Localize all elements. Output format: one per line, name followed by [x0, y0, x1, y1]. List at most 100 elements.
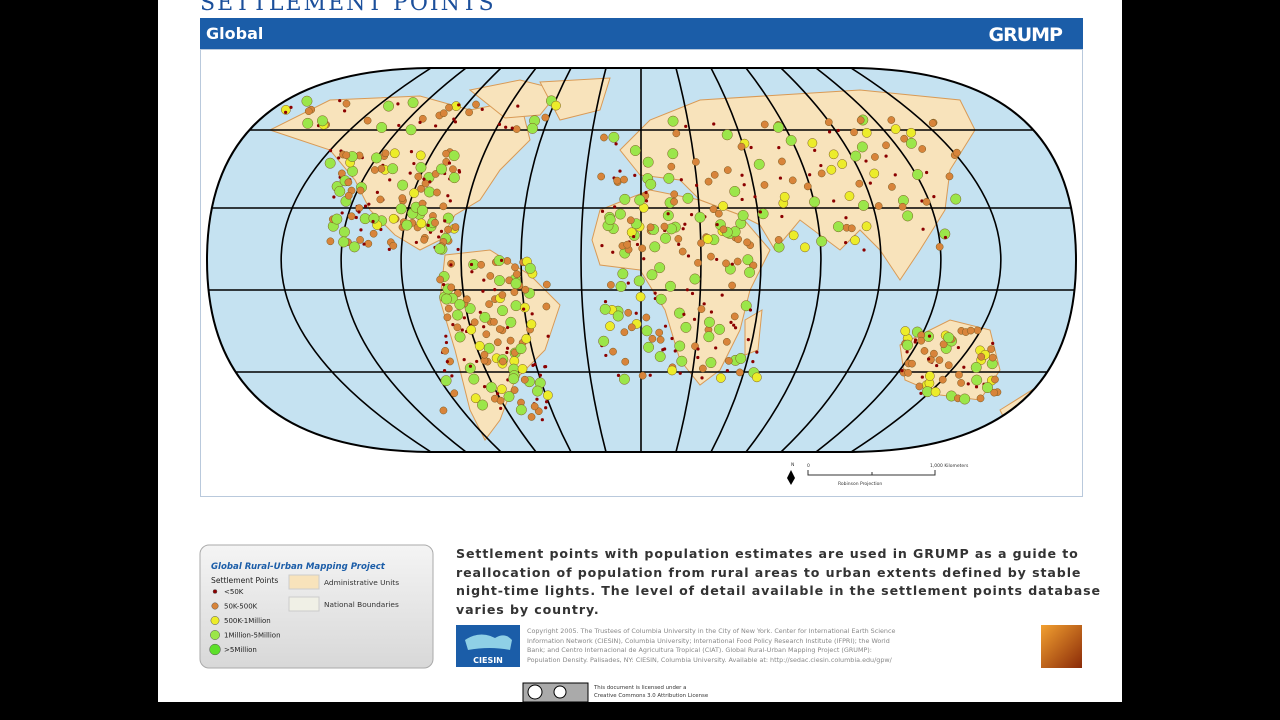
settlement-dot — [681, 227, 685, 231]
settlement-dot — [864, 159, 868, 163]
settlement-dot — [740, 300, 752, 312]
settlement-dot — [444, 304, 453, 313]
settlement-dot — [515, 343, 527, 355]
settlement-dot — [788, 230, 799, 241]
settlement-dot — [607, 281, 615, 289]
settlement-dot — [381, 149, 390, 158]
settlement-dot — [445, 103, 453, 112]
scale-line — [807, 470, 936, 476]
settlement-dot — [597, 172, 606, 181]
settlement-dot — [635, 242, 640, 247]
settlement-dot — [626, 227, 637, 238]
settlement-dot — [826, 164, 837, 175]
credit-line: Information Network (CIESIN), Columbia U… — [527, 636, 890, 645]
settlement-dot — [464, 303, 476, 314]
settlement-dot — [342, 99, 351, 108]
settlement-dot — [614, 142, 618, 146]
settlement-dot — [709, 205, 718, 214]
settlement-dot — [944, 361, 953, 370]
settlement-dot — [520, 302, 530, 313]
settlement-dot — [338, 226, 350, 238]
settlement-dot — [624, 308, 633, 317]
settlement-dot — [604, 214, 616, 226]
settlement-dot — [632, 234, 636, 239]
settlement-dot — [446, 194, 450, 198]
settlement-dot — [442, 369, 447, 373]
settlement-dot — [785, 134, 797, 146]
settlement-dot — [728, 281, 736, 290]
settlement-dot — [649, 241, 661, 253]
legend-label: >5Million — [224, 646, 257, 654]
settlement-dot — [337, 156, 341, 160]
settlement-dot — [752, 372, 762, 383]
settlement-dot — [780, 214, 784, 219]
settlement-dot — [496, 396, 505, 405]
settlement-dot — [495, 325, 504, 333]
settlement-dot — [966, 382, 970, 386]
settlement-dot — [516, 104, 520, 108]
settlement-dot — [735, 368, 744, 377]
meridian — [850, 68, 1002, 452]
north-arrow: N — [791, 462, 794, 468]
settlement-dot — [477, 399, 488, 411]
settlement-dot — [697, 305, 706, 313]
settlement-dot — [420, 235, 428, 244]
settlement-dot — [479, 311, 491, 323]
settlement-dot — [678, 371, 682, 375]
settlement-dot — [445, 360, 449, 364]
settlement-dot — [416, 218, 427, 229]
settlement-dot — [452, 117, 456, 121]
settlement-dot — [481, 289, 485, 293]
settlement-dot — [457, 168, 461, 173]
settlement-dot — [510, 278, 522, 290]
settlement-dot — [324, 157, 336, 169]
settlement-dot — [468, 373, 480, 385]
settlement-dot — [723, 166, 732, 174]
boundary-swatch — [288, 596, 320, 612]
legend-items: <50K 50K-500K 500K-1Million 1Million-5Milli… — [209, 588, 281, 656]
settlement-dot — [510, 288, 519, 296]
settlement-dot — [905, 137, 917, 149]
settlement-dot — [733, 257, 742, 266]
settlement-dot — [616, 373, 621, 377]
settlement-dot — [737, 142, 746, 151]
settlement-dot — [472, 100, 480, 109]
settlement-dot — [755, 350, 759, 354]
settlement-dot — [952, 148, 961, 157]
settlement-dot — [924, 371, 935, 381]
settlement-dot — [939, 340, 948, 349]
settlement-dot — [935, 356, 944, 364]
settlement-dot — [510, 386, 519, 394]
settlement-dot — [816, 235, 828, 247]
settlement-dot — [809, 196, 820, 208]
settlement-dot — [543, 390, 553, 401]
settlement-dot — [906, 127, 916, 138]
settlement-dot — [753, 195, 757, 199]
settlement-dot — [778, 176, 783, 180]
settlement-dot — [497, 305, 508, 317]
settlement-dot — [774, 236, 783, 244]
settlement-dot — [437, 235, 441, 239]
settlement-dot — [778, 157, 786, 166]
settlement-dot — [505, 350, 509, 355]
settlement-dot — [480, 350, 489, 359]
legend-symbol — [212, 589, 218, 594]
settlement-dot — [664, 280, 676, 292]
settlement-dot — [720, 293, 724, 297]
settlement-dot — [414, 240, 418, 245]
settlement-dot — [456, 247, 460, 252]
settlement-dot — [705, 357, 717, 369]
settlement-dot — [908, 359, 916, 368]
legend-symbol — [211, 602, 219, 610]
settlement-dot — [663, 324, 668, 328]
settlement-dot — [638, 244, 647, 253]
settlement-dot — [439, 109, 448, 118]
settlement-dot — [520, 375, 529, 384]
settlement-dot — [444, 225, 452, 234]
settlement-dot — [417, 204, 428, 216]
settlement-dot — [921, 227, 925, 231]
settlement-dot — [480, 107, 484, 112]
settlement-dot — [749, 145, 753, 150]
settlement-dot — [342, 109, 347, 113]
settlement-dot — [407, 97, 419, 109]
